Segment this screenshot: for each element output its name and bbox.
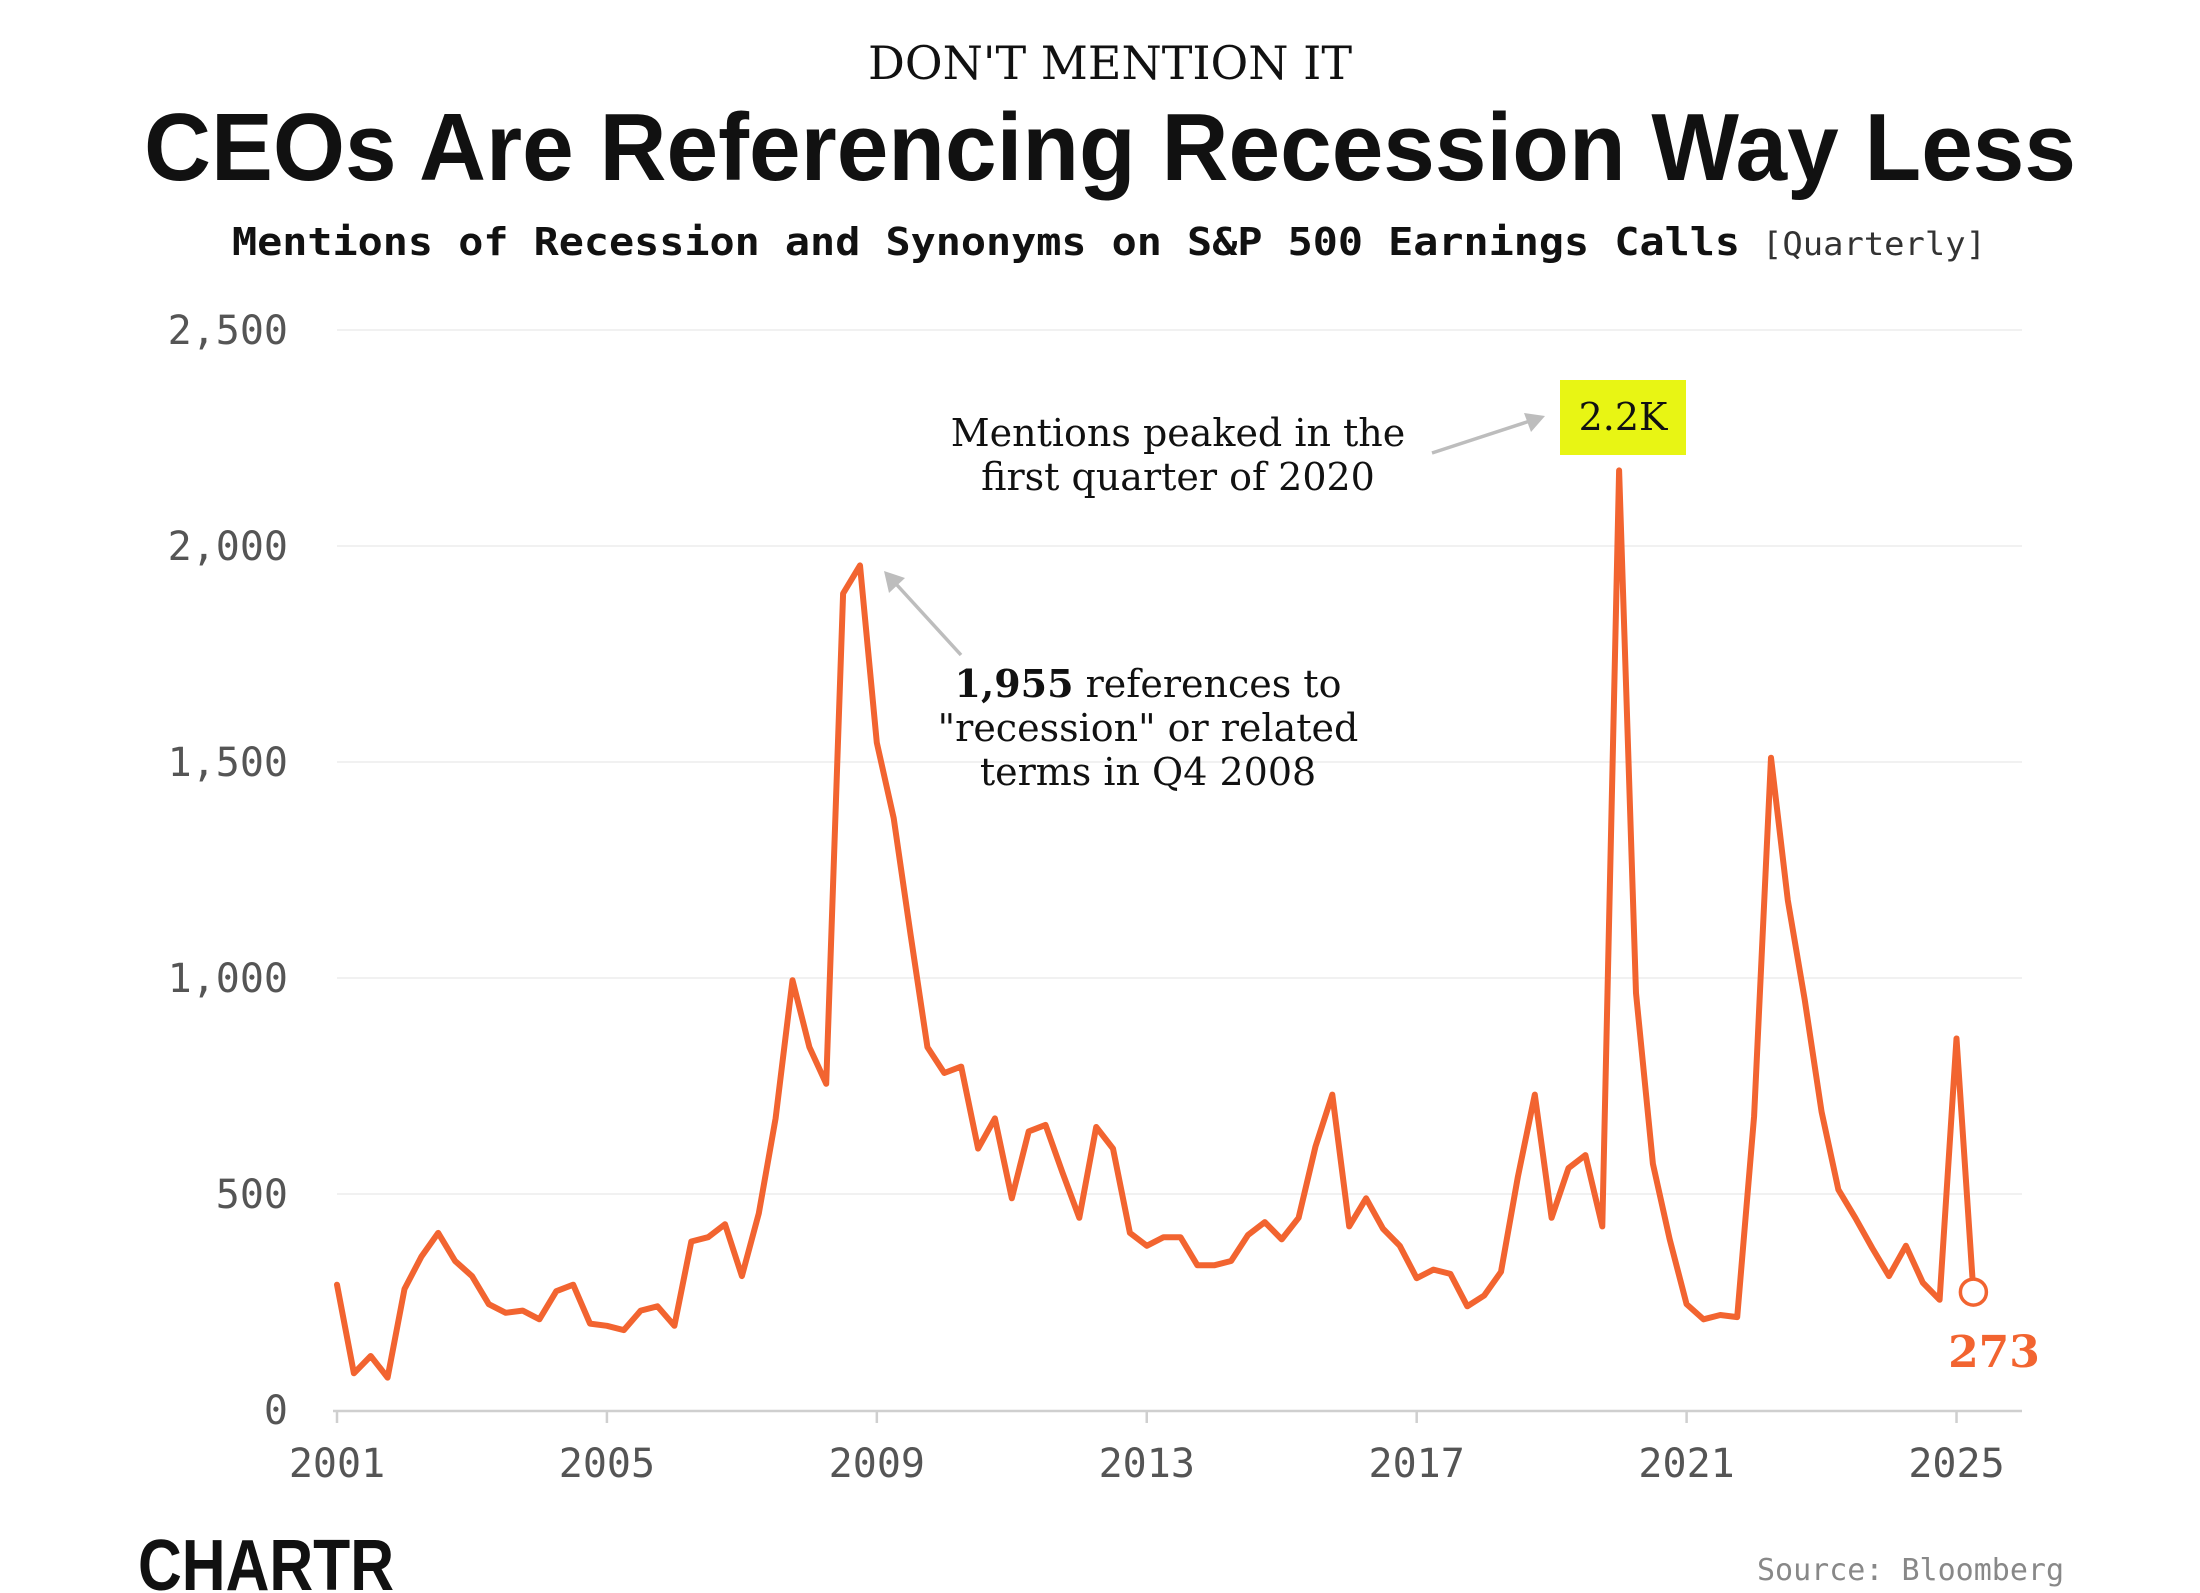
peak-note-line1: Mentions peaked in the: [951, 411, 1406, 455]
gfc-annotation: 1,955 references to "recession" or relat…: [884, 571, 1358, 794]
x-tick-label: 2005: [559, 1441, 655, 1487]
x-tick-label: 2001: [289, 1441, 385, 1487]
gfc-note-line1: 1,955 references to: [955, 661, 1342, 706]
x-tick-label: 2009: [829, 1441, 925, 1487]
chartr-logo: CHARTR: [138, 1526, 394, 1593]
gfc-arrow-line: [895, 583, 963, 657]
peak-arrow-line: [1431, 419, 1531, 455]
gfc-note-rest: references to: [1074, 662, 1342, 706]
y-tick-label: 2,500: [168, 308, 288, 354]
peak-badge-bg: [1560, 380, 1686, 455]
peak-annotation: 2.2K Mentions peaked in the first quarte…: [951, 380, 1686, 499]
peak-note-line2: first quarter of 2020: [981, 455, 1375, 499]
y-tick-label: 0: [264, 1388, 288, 1434]
y-tick-label: 2,000: [168, 524, 288, 570]
last-point-marker: [1958, 1277, 1989, 1307]
gfc-note-line2: "recession" or related: [938, 706, 1359, 750]
peak-badge: 2.2K: [1579, 395, 1668, 439]
gfc-note-line3: terms in Q4 2008: [980, 750, 1316, 794]
kicker: DON'T MENTION IT: [868, 36, 1352, 90]
last-value-label: 273: [1948, 1327, 2040, 1378]
subtitle-tag: [Quarterly]: [1762, 225, 1986, 263]
y-tick-label: 1,000: [168, 956, 288, 1002]
headline: CEOs Are Referencing Recession Way Less: [144, 94, 2076, 201]
subtitle: Mentions of Recession and Synonyms on S&…: [232, 220, 1740, 264]
y-tick-label: 1,500: [168, 740, 288, 786]
gfc-arrow-head: [884, 571, 905, 593]
axes: 0 500 1,000 1,500 2,000 2,500 2001 2005 2009 2013…: [168, 308, 2022, 1487]
gridlines: [337, 329, 2022, 1195]
gfc-note-bold: 1,955: [955, 661, 1074, 706]
x-tick-label: 2025: [1908, 1441, 2004, 1487]
series-layer: [334, 467, 1989, 1381]
x-tick-label: 2013: [1099, 1441, 1195, 1487]
x-tick-label: 2017: [1369, 1441, 1465, 1487]
source-note: Source: Bloomberg: [1757, 1553, 2064, 1588]
x-tick-label: 2021: [1638, 1441, 1734, 1487]
y-tick-label: 500: [216, 1172, 288, 1218]
series-line: [334, 467, 1977, 1381]
peak-arrow-head: [1524, 413, 1545, 432]
